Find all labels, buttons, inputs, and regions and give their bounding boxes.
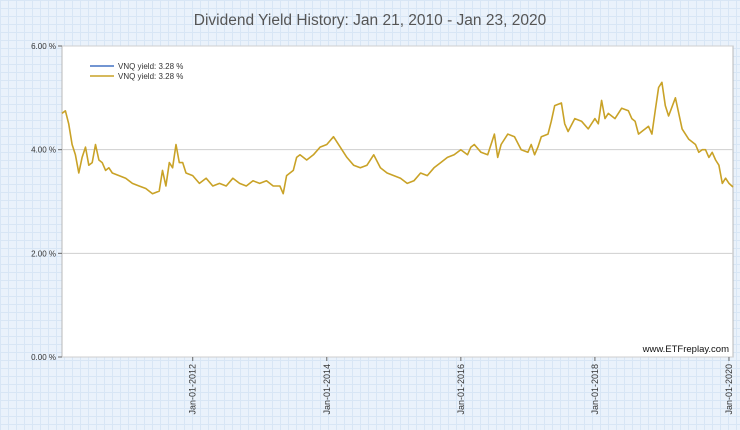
plot-area: [61, 45, 734, 358]
legend: VNQ yield: 3.28 %VNQ yield: 3.28 %: [90, 62, 183, 81]
x-tick-label: Jan-01-2018: [590, 364, 600, 415]
chart-title: Dividend Yield History: Jan 21, 2010 - J…: [193, 12, 547, 29]
series-layer: [61, 81, 734, 195]
gridlines: [62, 45, 733, 358]
x-tick-label: Jan-01-2014: [322, 364, 332, 415]
watermark: www.ETFreplay.com: [642, 344, 729, 355]
legend-label: VNQ yield: 3.28 %: [118, 72, 183, 81]
x-axis: Jan-01-2012 Jan-01-2014 Jan-01-2016 Jan-01-…: [188, 357, 734, 415]
series-line-vnq-yield: [61, 81, 734, 195]
y-tick-label: 0.00 %: [31, 353, 56, 362]
y-tick-label: 6.00 %: [31, 42, 56, 51]
y-tick-label: 2.00 %: [31, 249, 56, 258]
legend-label: VNQ yield: 3.28 %: [118, 62, 183, 71]
x-tick-label: Jan-01-2012: [188, 364, 198, 415]
x-tick-label: Jan-01-2020: [724, 364, 734, 415]
y-tick-label: 4.00 %: [31, 146, 56, 155]
x-tick-label: Jan-01-2016: [456, 364, 466, 415]
y-axis: 6.00 % 4.00 % 2.00 % 0.00 %: [31, 42, 62, 362]
